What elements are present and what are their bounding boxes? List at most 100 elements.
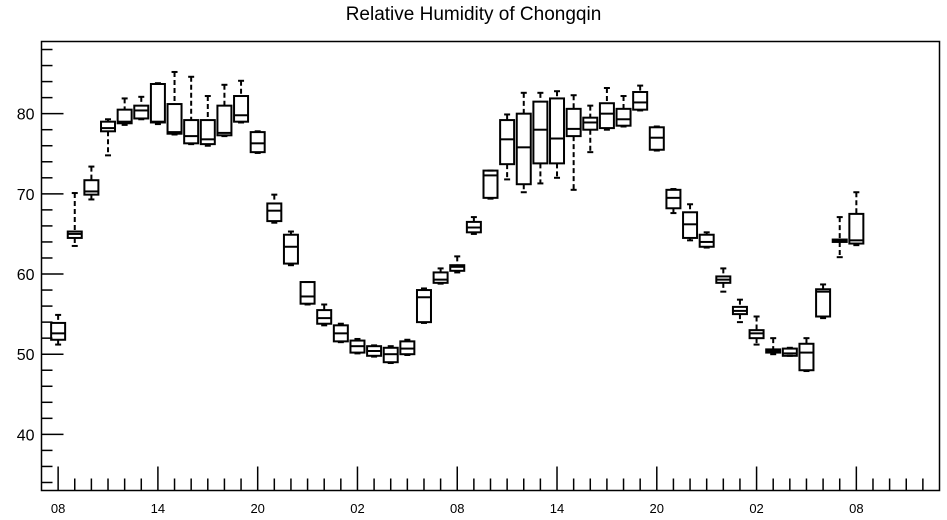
box-plot-item xyxy=(765,337,782,356)
box-plot-item xyxy=(565,94,582,191)
box-body xyxy=(299,281,316,305)
box-body xyxy=(100,120,117,133)
y-tick-label: 40 xyxy=(17,427,35,444)
box-body xyxy=(565,107,582,138)
box-body xyxy=(183,119,200,145)
box-plot-item xyxy=(682,203,699,242)
chart-title: Relative Humidity of Chongqin xyxy=(345,4,602,25)
box-plot-item xyxy=(116,97,133,126)
box-body xyxy=(50,321,67,341)
box-body xyxy=(615,107,632,127)
box-plot-item xyxy=(532,91,549,185)
box-body xyxy=(415,289,432,324)
box-body xyxy=(781,347,798,357)
box-plot-item xyxy=(715,267,732,293)
box-plot-item xyxy=(848,191,865,247)
y-tick-label: 50 xyxy=(17,347,35,364)
plot-frame xyxy=(40,40,941,492)
box-plot-item xyxy=(83,165,100,201)
x-tick-label: 20 xyxy=(650,501,664,516)
x-tick-label: 08 xyxy=(450,501,464,516)
box-body xyxy=(449,264,466,272)
box-plot-item xyxy=(648,125,665,152)
box-body xyxy=(199,119,216,146)
box-plot-item xyxy=(598,87,615,131)
box-plot-item xyxy=(615,95,632,128)
y-tick-label: 60 xyxy=(17,267,35,284)
box-plot-item xyxy=(166,70,183,136)
box-body xyxy=(482,169,499,199)
box-body xyxy=(282,233,299,265)
box-plot-item xyxy=(415,287,432,324)
box-body xyxy=(149,82,166,124)
box-plot-item xyxy=(499,113,516,181)
x-tick-label: 02 xyxy=(350,501,364,516)
box-body xyxy=(166,103,183,135)
box-plot-item xyxy=(233,79,250,124)
box-body xyxy=(549,97,566,165)
x-tick-label: 08 xyxy=(51,501,65,516)
box-plot-item xyxy=(582,104,599,154)
box-plot-item xyxy=(665,188,682,215)
box-plot-item xyxy=(831,216,848,259)
box-body xyxy=(133,104,150,120)
box-plot-item xyxy=(465,216,482,235)
box-plot-item xyxy=(249,130,266,154)
x-axis: 08 14 20 02 08 14 20 02 08 xyxy=(51,466,924,516)
box-body xyxy=(532,100,549,165)
box-plot-item xyxy=(183,75,200,146)
y-tick-label: 70 xyxy=(17,187,35,204)
box-body xyxy=(316,309,333,325)
box-body xyxy=(233,95,250,123)
box-plot-item xyxy=(449,255,466,274)
box-plot-item xyxy=(266,193,283,224)
box-plot-item xyxy=(382,345,399,365)
box-plot-item xyxy=(731,298,748,324)
box-plot-item xyxy=(299,281,316,306)
box-plot-item xyxy=(50,313,67,346)
box-plot-item xyxy=(149,82,166,126)
box-plot-item xyxy=(798,337,815,373)
box-plot-item xyxy=(282,230,299,267)
box-body xyxy=(582,116,599,131)
box-plot-item xyxy=(316,303,333,327)
box-plot-item xyxy=(133,95,150,121)
x-tick-label: 14 xyxy=(151,501,165,516)
box-plot-item xyxy=(199,95,216,147)
box-plot-item xyxy=(698,231,715,249)
box-plot-item xyxy=(332,322,349,344)
x-tick-label: 14 xyxy=(550,501,564,516)
box-body xyxy=(83,179,100,196)
box-plot-item xyxy=(216,83,233,138)
box-plot-item xyxy=(781,346,798,357)
box-body xyxy=(266,202,283,223)
box-plot-item xyxy=(366,344,383,358)
box-body xyxy=(249,131,266,154)
box-plot-item xyxy=(66,192,83,247)
x-tick-label: 20 xyxy=(250,501,264,516)
box-plot-item xyxy=(815,283,832,320)
box-plot-item xyxy=(399,338,416,356)
y-tick-label: 80 xyxy=(17,107,35,124)
box-body xyxy=(116,108,133,125)
box-body xyxy=(515,112,532,186)
box-plot-item xyxy=(549,90,566,179)
box-body xyxy=(698,233,715,248)
box-body xyxy=(848,212,865,245)
box-body xyxy=(632,91,649,111)
box-plot-item xyxy=(482,169,499,200)
box-body xyxy=(798,342,815,372)
box-plot-item xyxy=(515,91,532,194)
box-plot-item xyxy=(632,84,649,112)
box-body xyxy=(499,119,516,166)
box-body xyxy=(815,288,832,318)
x-tick-label: 08 xyxy=(849,501,863,516)
box-plot-item xyxy=(748,315,765,346)
x-tick-label: 02 xyxy=(749,501,763,516)
box-body xyxy=(216,104,233,137)
box-body xyxy=(598,102,615,130)
box-plot-item xyxy=(100,118,117,157)
box-plot-item xyxy=(349,337,366,355)
